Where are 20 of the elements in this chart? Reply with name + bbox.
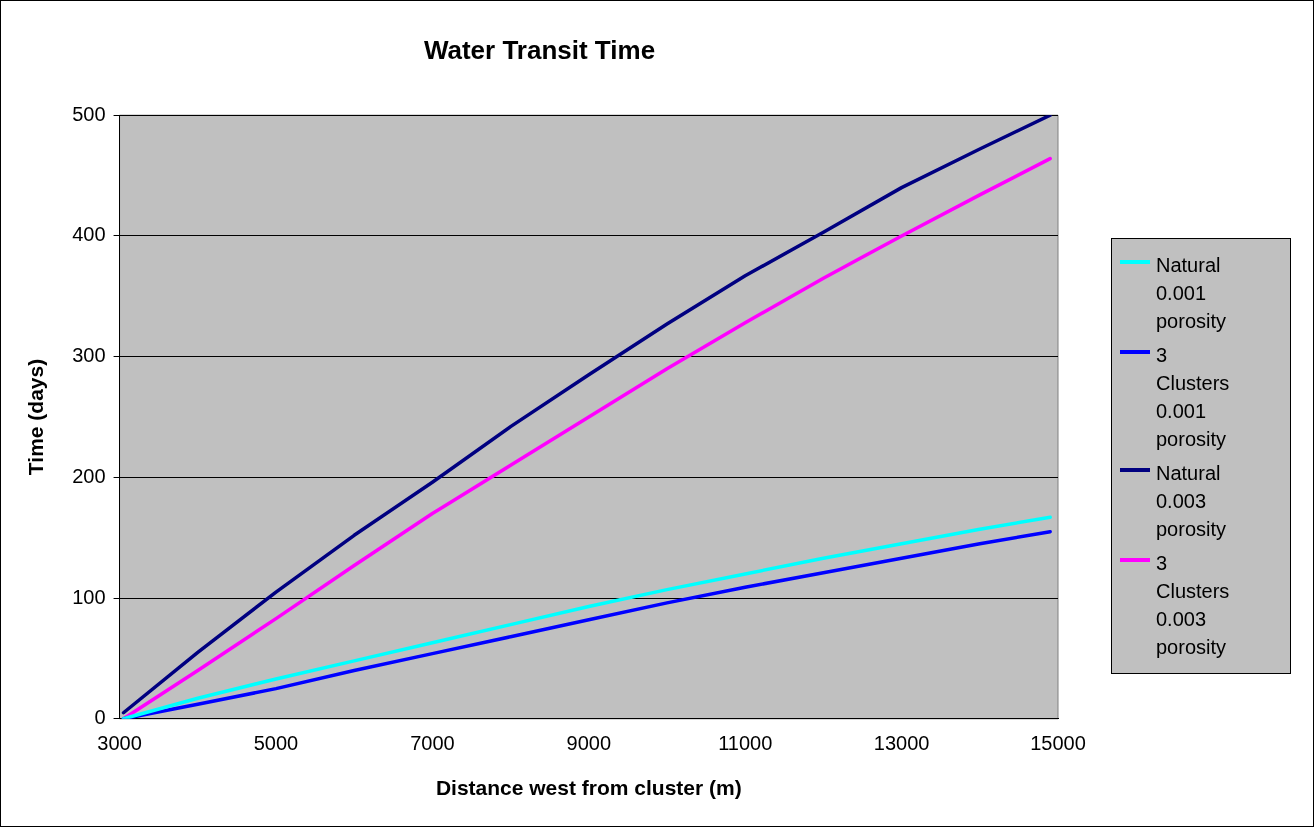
y-tick-label: 0 — [94, 706, 106, 729]
x-tick-label: 5000 — [253, 732, 299, 755]
y-tick-label: 500 — [72, 102, 106, 125]
y-tick-label: 200 — [72, 464, 106, 487]
legend-label: Natural 0.003 porosity — [1156, 461, 1228, 542]
x-tick-label: 7000 — [410, 732, 455, 755]
legend-label: Natural 0.001 porosity — [1156, 253, 1228, 334]
legend-label: 3 Clusters 0.003 porosity — [1156, 551, 1231, 660]
y-axis-title: Time (days) — [24, 358, 48, 476]
legend-label: 3 Clusters 0.001 porosity — [1156, 343, 1231, 452]
x-tick-label: 13000 — [873, 732, 930, 755]
chart-title: Water Transit Time — [423, 34, 656, 65]
x-tick-label: 11000 — [718, 732, 773, 755]
x-tick-label: 3000 — [97, 732, 142, 755]
x-axis-title: Distance west from cluster (m) — [435, 776, 742, 800]
y-tick-label: 100 — [72, 585, 106, 608]
x-tick-label: 9000 — [566, 732, 612, 755]
y-tick-label: 400 — [72, 223, 106, 246]
x-tick-label: 15000 — [1030, 732, 1086, 755]
y-tick-label: 300 — [72, 344, 106, 367]
